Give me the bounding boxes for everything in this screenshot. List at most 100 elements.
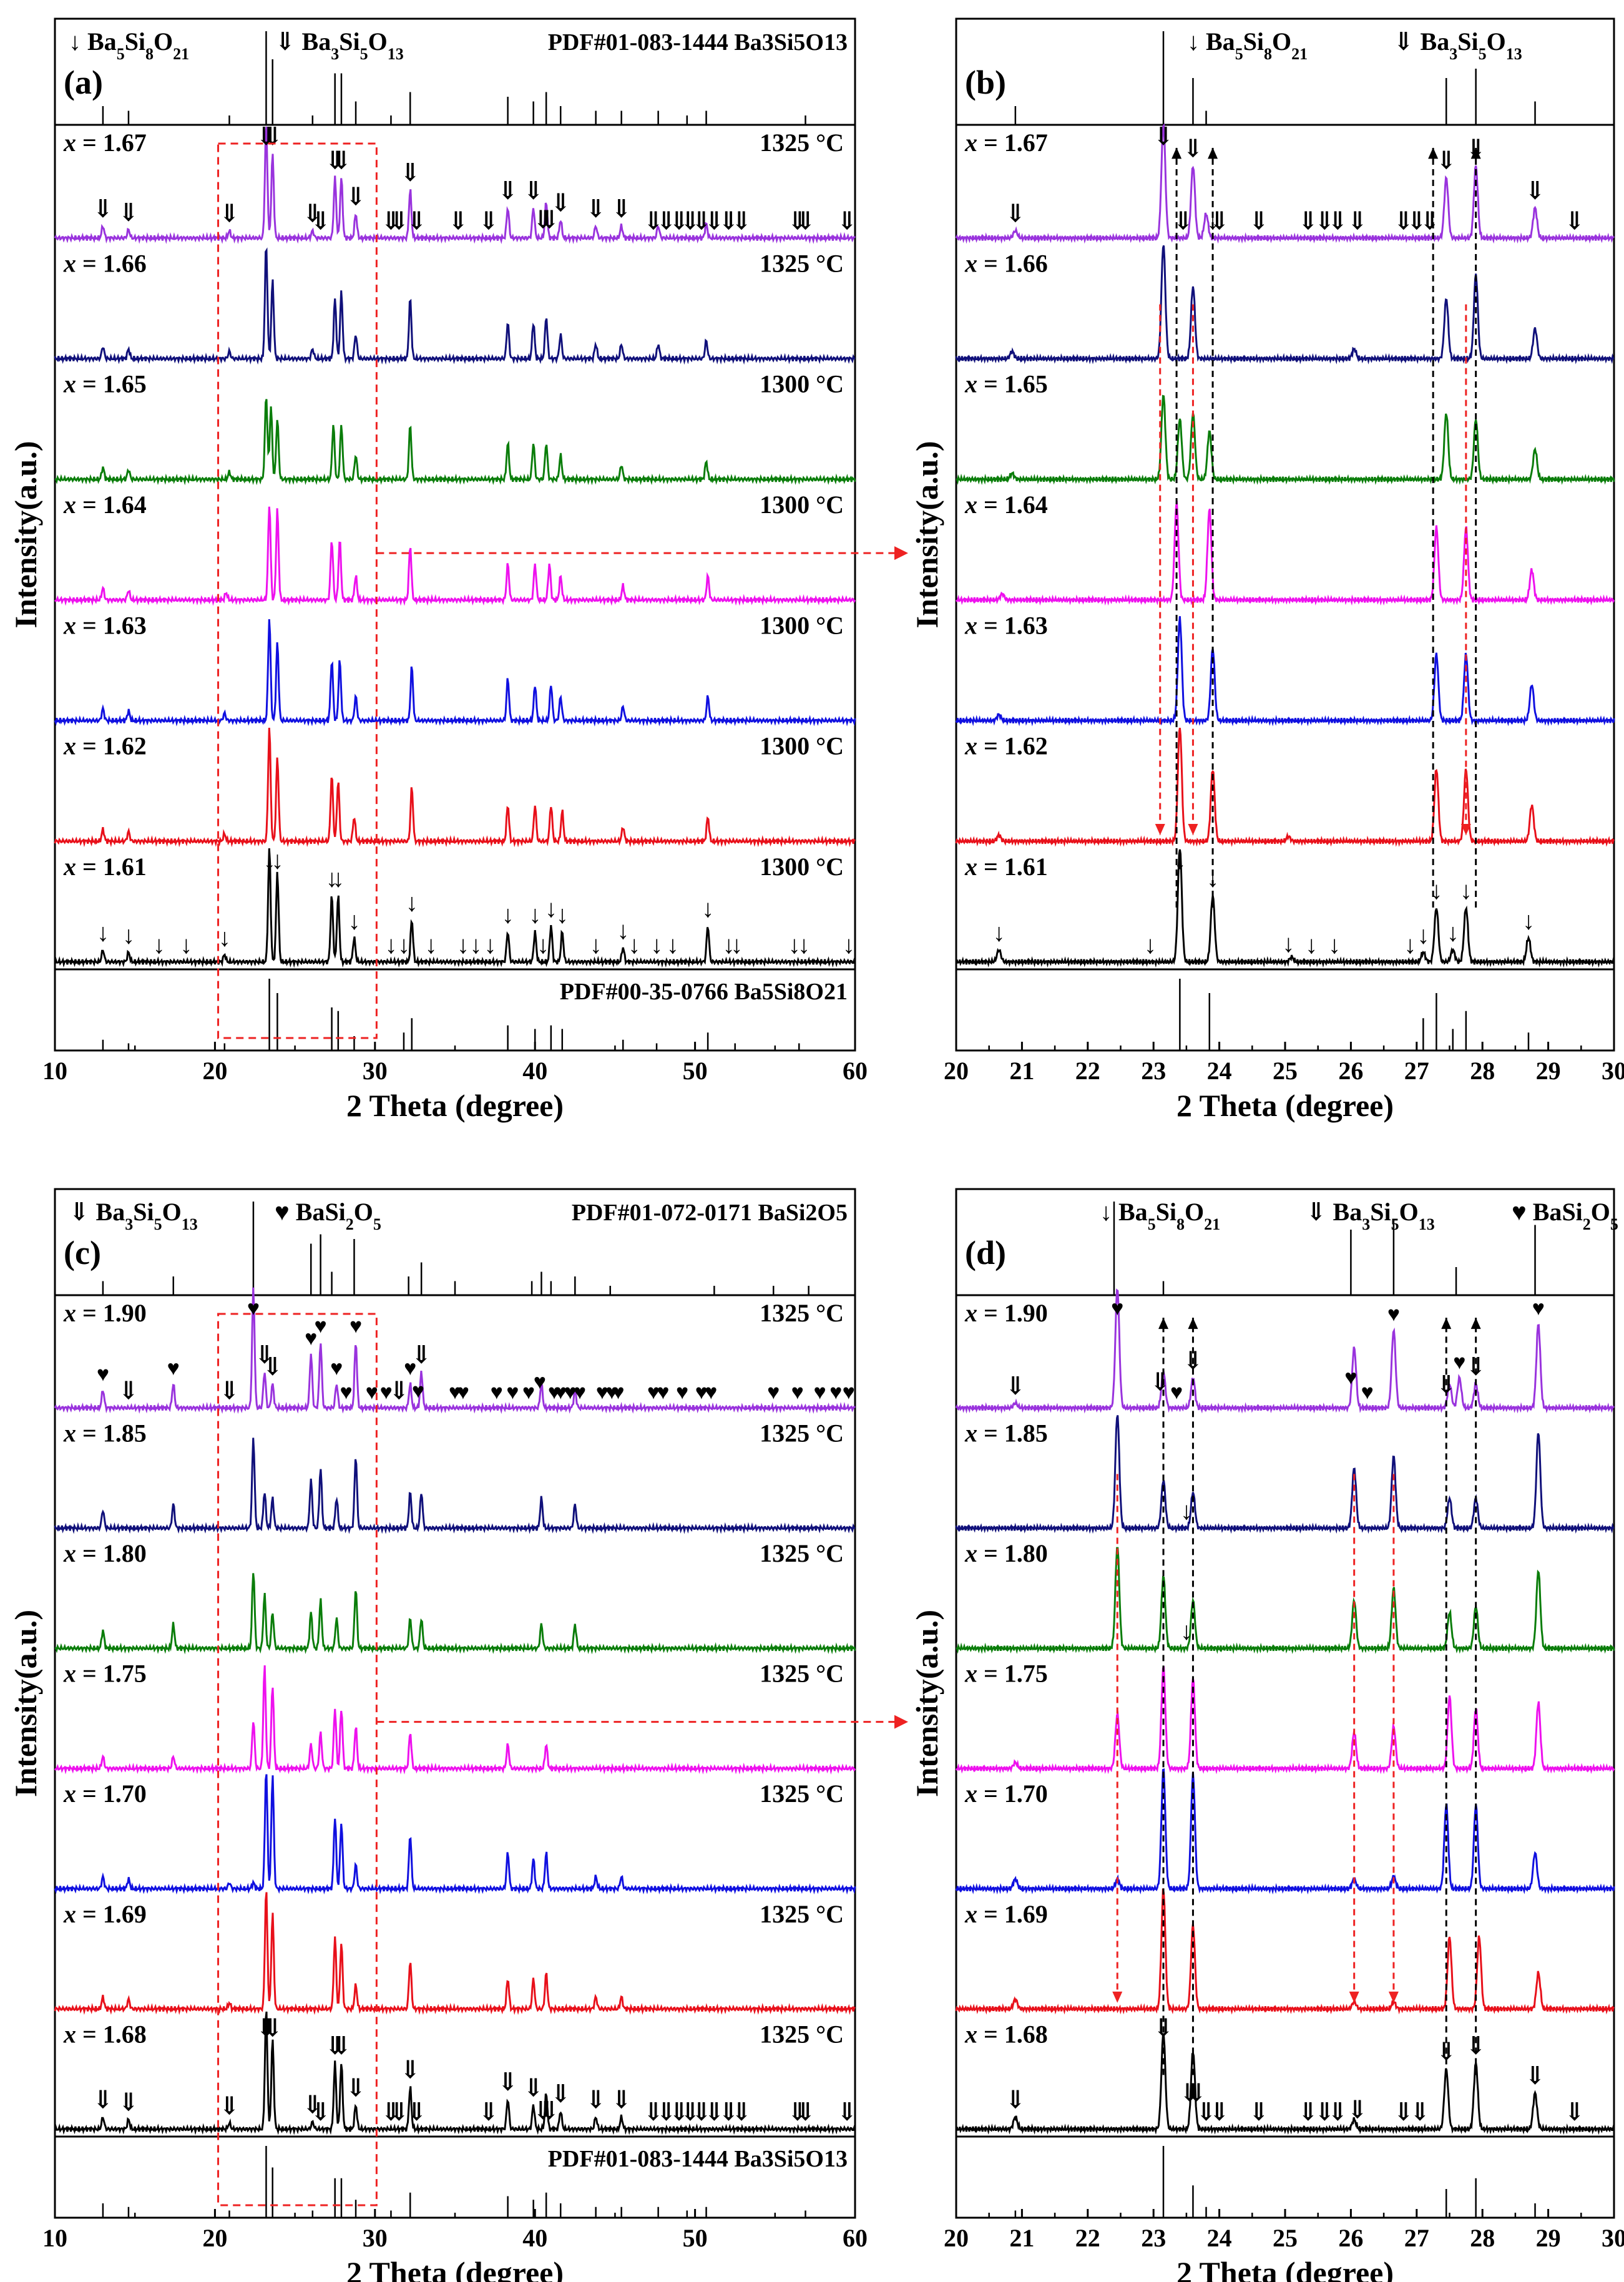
peak-arrow-marker: ↓: [1173, 846, 1186, 874]
x-tick-label: 25: [1273, 1057, 1298, 1085]
peak-arrow-marker: ⇓: [1005, 2086, 1026, 2114]
peak-arrow-marker: ⇓: [523, 177, 544, 205]
xrd-trace-line: [956, 1547, 1615, 1654]
legend: ↓ Ba5Si8O21 ⇓ Ba3Si5O13: [1187, 27, 1522, 63]
legend-subscript: 13: [1419, 1215, 1435, 1233]
x-variable: x: [63, 1780, 76, 1808]
heart-marker: ♥: [695, 1381, 708, 1404]
x-tick-label: 26: [1338, 1057, 1363, 1085]
peak-arrow-marker: ↓: [537, 931, 549, 959]
peak-arrow-marker: ⇓: [302, 2090, 323, 2118]
x-value: = 1.80: [76, 1539, 147, 1567]
legend: ⇓ Ba3Si5O13 ♥ BaSi2O5: [69, 1198, 381, 1233]
trace-1.62: x = 1.62 1300 °C: [54, 727, 856, 848]
peak-arrow-marker: ⇓: [1150, 1368, 1171, 1396]
peak-arrow-marker: ↓: [1282, 929, 1294, 957]
peak-arrow-marker: ↓: [1447, 919, 1459, 947]
peak-arrow-marker: ↓: [798, 931, 810, 959]
x-axis: 20 21 22 23 24 25 26 27 28 29 30: [944, 2209, 1624, 2252]
x-value: = 1.75: [76, 1660, 147, 1688]
legend-subscript: 13: [388, 45, 404, 63]
x-variable: x: [63, 491, 76, 519]
legend-text: ⇓: [275, 27, 302, 56]
x-axis: 10 20 30 40 50 60: [42, 1042, 868, 1085]
trace-1.68: x = 1.68⇓⇓⇓⇓⇓⇓ ⇓ ⇓⇓⇓⇓ ⇓⇓⇓ ⇓⇓⇓: [955, 2014, 1615, 2135]
heart-marker: ♥: [676, 1381, 688, 1404]
x-variable: x: [964, 611, 977, 639]
peak-arrow-marker: ⇓: [1153, 122, 1174, 150]
x-tick-label: 28: [1470, 1057, 1495, 1085]
legend-entry: ♥ BaSi2O5: [1512, 1198, 1618, 1233]
trace-composition-label: x = 1.66: [63, 249, 147, 277]
x-tick-label: 20: [202, 1057, 227, 1085]
peak-arrow-marker: ⇓: [1409, 2098, 1431, 2126]
bottom-reference-label: PDF#01-083-1444 Ba3Si5O13: [548, 2146, 848, 2172]
peak-arrow-marker: ⇓: [718, 2098, 740, 2126]
x-value: = 1.69: [76, 1900, 147, 1928]
heart-marker: ♥: [612, 1381, 624, 1404]
xrd-trace-line: [955, 1768, 1615, 1895]
trace-composition-label: x = 1.80: [964, 1539, 1048, 1567]
trace-temperature-label: 1300 °C: [760, 491, 844, 519]
y-axis-title: Intensity(a.u.): [8, 1610, 43, 1797]
trace-1.64: x = 1.64 1300 °C: [54, 491, 856, 606]
legend-subscript: 5: [373, 1215, 381, 1233]
peak-arrow-marker: ↓: [218, 923, 231, 951]
peak-arrow-marker: ⇓: [1328, 207, 1349, 235]
xrd-trace-line: [54, 1287, 856, 1414]
trace-1.65: x = 1.65: [956, 370, 1615, 486]
trace-composition-label: x = 1.63: [63, 611, 147, 639]
peak-arrow-marker: ↓: [722, 931, 735, 959]
legend-text: ↓: [1100, 1198, 1118, 1226]
peak-arrow-marker: ⇓: [1298, 207, 1319, 235]
trace-1.62: x = 1.62: [955, 727, 1615, 847]
x-variable: x: [63, 1660, 76, 1688]
peak-arrow-marker: ⇓: [1436, 147, 1457, 175]
peak-arrow-marker: ↓: [406, 888, 418, 916]
heart-marker: ♥: [596, 1381, 609, 1404]
x-variable: x: [63, 611, 76, 639]
legend-text: Ba: [302, 27, 331, 56]
trace-composition-label: x = 1.70: [63, 1780, 147, 1808]
x-variable: x: [964, 2020, 977, 2048]
peak-arrow-marker: ⇓: [691, 207, 712, 235]
bottom-reference-pattern: [1179, 979, 1530, 1050]
peak-arrow-marker: ↓: [1180, 1497, 1193, 1525]
x-axis: 20 21 22 23 24 25 26 27 28 29 30: [944, 1042, 1624, 1085]
x-tick-label: 22: [1075, 1057, 1100, 1085]
xrd-trace-line: [955, 501, 1615, 606]
x-tick-label: 29: [1536, 1057, 1561, 1085]
peak-arrow-marker: ⇓: [680, 2098, 701, 2126]
heart-marker: ♥: [1532, 1297, 1545, 1320]
x-axis-title: 2 Theta (degree): [346, 2255, 564, 2282]
x-tick-label: 29: [1536, 2224, 1561, 2252]
zoom-link-arrowhead: [894, 1715, 908, 1729]
x-variable: x: [964, 1539, 977, 1567]
legend-entry: ♥ BaSi2O5: [275, 1198, 381, 1233]
peak-arrow-marker: ⇓: [448, 207, 469, 235]
peak-arrow-marker: ⇓: [310, 2098, 331, 2126]
x-tick-label: 40: [522, 1057, 547, 1085]
zoom-region-box: [217, 1313, 378, 2206]
legend-subscript: 13: [1506, 45, 1522, 63]
peak-arrow-marker: ↓: [628, 931, 640, 959]
peak-arrow-marker: ⇓: [256, 122, 277, 150]
legend-text: ⇓: [1306, 1198, 1333, 1226]
trace-composition-label: x = 1.90: [63, 1299, 147, 1327]
legend-text: ↓: [1187, 27, 1206, 56]
peak-arrow-marker: ↓: [650, 931, 663, 959]
legend: ↓ Ba5Si8O21 ⇓ Ba3Si5O13 ♥ BaSi2O5: [1100, 1198, 1618, 1233]
trace-temperature-label: 1325 °C: [760, 129, 844, 157]
peak-arrow-marker: ⇓: [1328, 2098, 1349, 2126]
legend-subscript: 5: [117, 45, 125, 63]
peak-arrow-marker: ⇓: [497, 177, 519, 205]
heart-marker: ♥: [97, 1363, 109, 1386]
peak-arrow-marker: ↓: [97, 919, 109, 947]
heart-marker: ♥: [1361, 1381, 1374, 1404]
trace-composition-label: x = 1.70: [964, 1780, 1048, 1808]
peak-arrow-marker: ⇓: [406, 207, 428, 235]
trace-1.90: x = 1.90 1325 °C♥⇓♥⇓♥⇓⇓♥♥♥♥♥♥ ♥⇓♥♥⇓♥♥ ♥ ♥ ♥♥ ♥…: [54, 1287, 856, 1414]
trace-1.70: x = 1.70: [955, 1768, 1615, 1895]
xrd-trace-line: [955, 727, 1615, 847]
peak-arrow-marker: ⇓: [704, 207, 725, 235]
